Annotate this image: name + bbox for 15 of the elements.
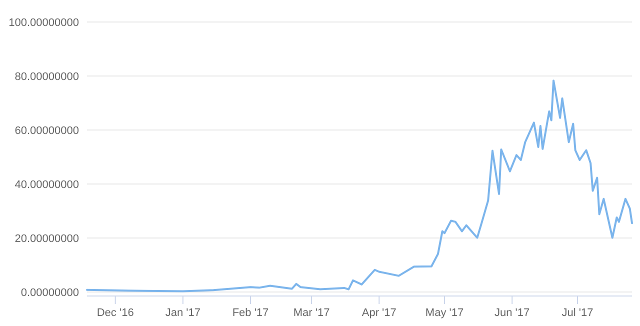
y-tick-label: 0.00000000 xyxy=(20,286,79,299)
y-tick-label: 20.00000000 xyxy=(14,232,79,245)
x-tick-label: Apr '17 xyxy=(362,307,396,319)
y-tick-label: 40.00000000 xyxy=(14,178,79,191)
x-tick-label: Jun '17 xyxy=(494,307,530,319)
x-tick-label: Jul '17 xyxy=(562,307,594,319)
x-tick-label: Dec '16 xyxy=(96,307,134,319)
x-tick-label: Feb '17 xyxy=(232,307,269,319)
y-tick-label: 60.00000000 xyxy=(14,124,79,137)
y-tick-label: 80.00000000 xyxy=(14,70,79,83)
line-series xyxy=(86,80,633,292)
x-tick-label: Jan '17 xyxy=(165,307,200,319)
y-tick-label: 100.00000000 xyxy=(8,16,79,29)
x-tick-label: Mar '17 xyxy=(293,307,330,319)
x-tick-label: May '17 xyxy=(425,307,464,319)
